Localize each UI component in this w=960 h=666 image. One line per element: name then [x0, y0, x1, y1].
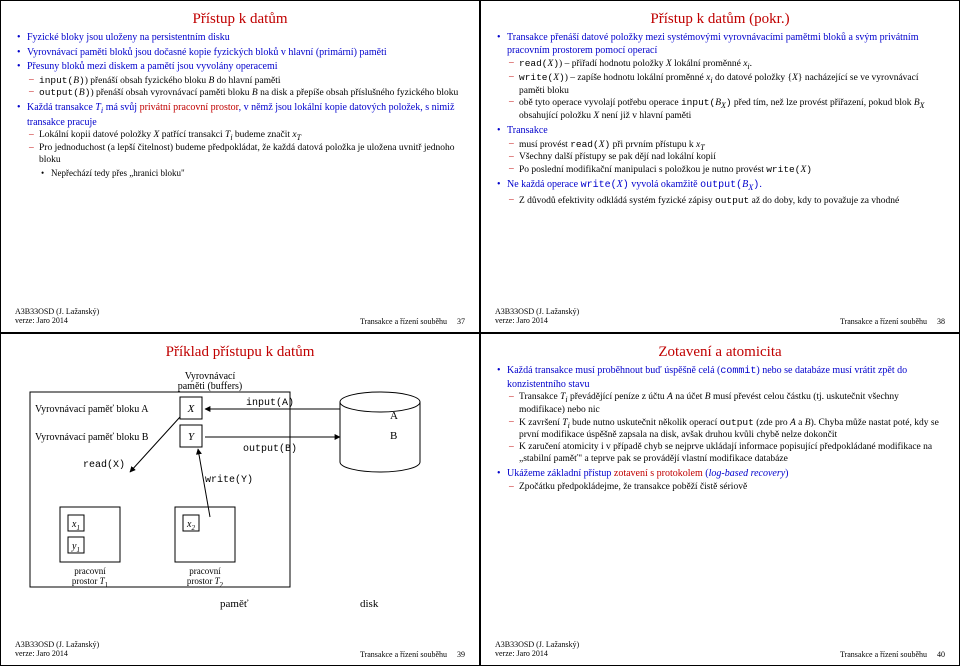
- svg-text:output(B): output(B): [243, 443, 297, 455]
- slide-title: Přístup k datům (pokr.): [495, 11, 945, 28]
- sub-bullet: K završení Ti bude nutno uskutečnit něko…: [507, 417, 945, 443]
- slide-footer: A3B33OSD (J. Lažanský)verze: Jaro 2014 T…: [15, 641, 465, 659]
- sub-bullet: Lokální kopii datové položky X patřící t…: [27, 130, 465, 143]
- sub-bullet: K zaručení atomicity i v případě chyb se…: [507, 442, 945, 466]
- sub-bullet: Z důvodů efektivity odkládá systém fyzic…: [507, 195, 945, 208]
- bullet-list: Každá transakce musí proběhnout buď úspě…: [495, 365, 945, 493]
- bullet: Vyrovnávací paměti bloků jsou dočasné ko…: [15, 47, 465, 60]
- slide-39: Příklad přístupu k datům Vyrovnávacípamě…: [0, 333, 480, 666]
- sub-bullet: output(B)) přenáší obsah vyrovnávací pam…: [27, 87, 465, 100]
- sub-bullet: Po poslední modifikační manipulaci s pol…: [507, 164, 945, 177]
- svg-text:pracovníprostor T2: pracovníprostor T2: [187, 566, 224, 589]
- svg-text:x1: x1: [71, 519, 80, 532]
- bullet: Transakce musí provést read(X) při první…: [495, 125, 945, 177]
- bullet-list: Fyzické bloky jsou uloženy na persistent…: [15, 32, 465, 179]
- sub-bullet: Zpočátku předpokládejme, že transakce po…: [507, 482, 945, 494]
- sub-bullet: read(X)) – přiřadí hodnotu položky X lok…: [507, 58, 945, 72]
- bullet: Ne každá operace write(X) vyvolá okamžit…: [495, 179, 945, 207]
- svg-text:Vyrovnávacípaměti (buffers): Vyrovnávacípaměti (buffers): [178, 371, 243, 392]
- slide-title: Přístup k datům: [15, 11, 465, 28]
- slide-37: Přístup k datům Fyzické bloky jsou ulože…: [0, 0, 480, 333]
- slide-footer: A3B33OSD (J. Lažanský)verze: Jaro 2014 T…: [15, 308, 465, 326]
- svg-text:Vyrovnávací paměť bloku A: Vyrovnávací paměť bloku A: [35, 404, 149, 415]
- svg-text:paměť: paměť: [220, 598, 249, 610]
- sub-bullet: Transakce Ti převádějící peníze z účtu A…: [507, 392, 945, 417]
- svg-text:Y: Y: [188, 431, 196, 443]
- svg-text:A: A: [390, 410, 398, 422]
- bullet: Každá transakce Ti má svůj privátní prac…: [15, 102, 465, 179]
- sub2-bullet: Nepřechází tedy přes „hranici bloku": [39, 168, 465, 179]
- bullet: Ukážeme základní přístup zotavení s prot…: [495, 468, 945, 493]
- bullet: Transakce přenáší datové položky mezi sy…: [495, 32, 945, 123]
- svg-text:input(A): input(A): [246, 397, 294, 409]
- slide-footer: A3B33OSD (J. Lažanský)verze: Jaro 2014 T…: [495, 641, 945, 659]
- sub-bullet: musí provést read(X) při prvním přístupu…: [507, 139, 945, 153]
- svg-text:pracovníprostor T1: pracovníprostor T1: [72, 566, 109, 589]
- sub-bullet: Všechny další přístupy se pak dějí nad l…: [507, 152, 945, 164]
- slide-title: Zotavení a atomicita: [495, 344, 945, 361]
- svg-text:y1: y1: [71, 541, 80, 554]
- sub-bullet: input(B)) přenáší obsah fyzického bloku …: [27, 75, 465, 88]
- bullet: Každá transakce musí proběhnout buď úspě…: [495, 365, 945, 466]
- slide-footer: A3B33OSD (J. Lažanský)verze: Jaro 2014 T…: [495, 308, 945, 326]
- bullet-list: Transakce přenáší datové položky mezi sy…: [495, 32, 945, 207]
- svg-text:X: X: [187, 403, 196, 415]
- svg-text:Vyrovnávací paměť bloku B: Vyrovnávací paměť bloku B: [35, 432, 149, 443]
- sub-bullet: obě tyto operace vyvolají potřebu operac…: [507, 97, 945, 123]
- data-access-diagram: Vyrovnávacípaměti (buffers) X Vyrovnávac…: [20, 367, 460, 617]
- slide-40: Zotavení a atomicita Každá transakce mus…: [480, 333, 960, 666]
- slide-38: Přístup k datům (pokr.) Transakce přenáš…: [480, 0, 960, 333]
- svg-text:B: B: [390, 430, 397, 442]
- slide-title: Příklad přístupu k datům: [15, 344, 465, 361]
- svg-text:x2: x2: [186, 519, 195, 532]
- svg-text:disk: disk: [360, 598, 379, 610]
- sub-bullet: write(X)) – zapíše hodnotu lokální promě…: [507, 72, 945, 98]
- bullet: Fyzické bloky jsou uloženy na persistent…: [15, 32, 465, 45]
- svg-text:write(Y): write(Y): [205, 474, 253, 486]
- sub-bullet: Pro jednoduchost (a lepší čitelnost) bud…: [27, 143, 465, 179]
- svg-text:read(X): read(X): [83, 459, 125, 471]
- bullet: Přesuny bloků mezi diskem a pamětí jsou …: [15, 61, 465, 100]
